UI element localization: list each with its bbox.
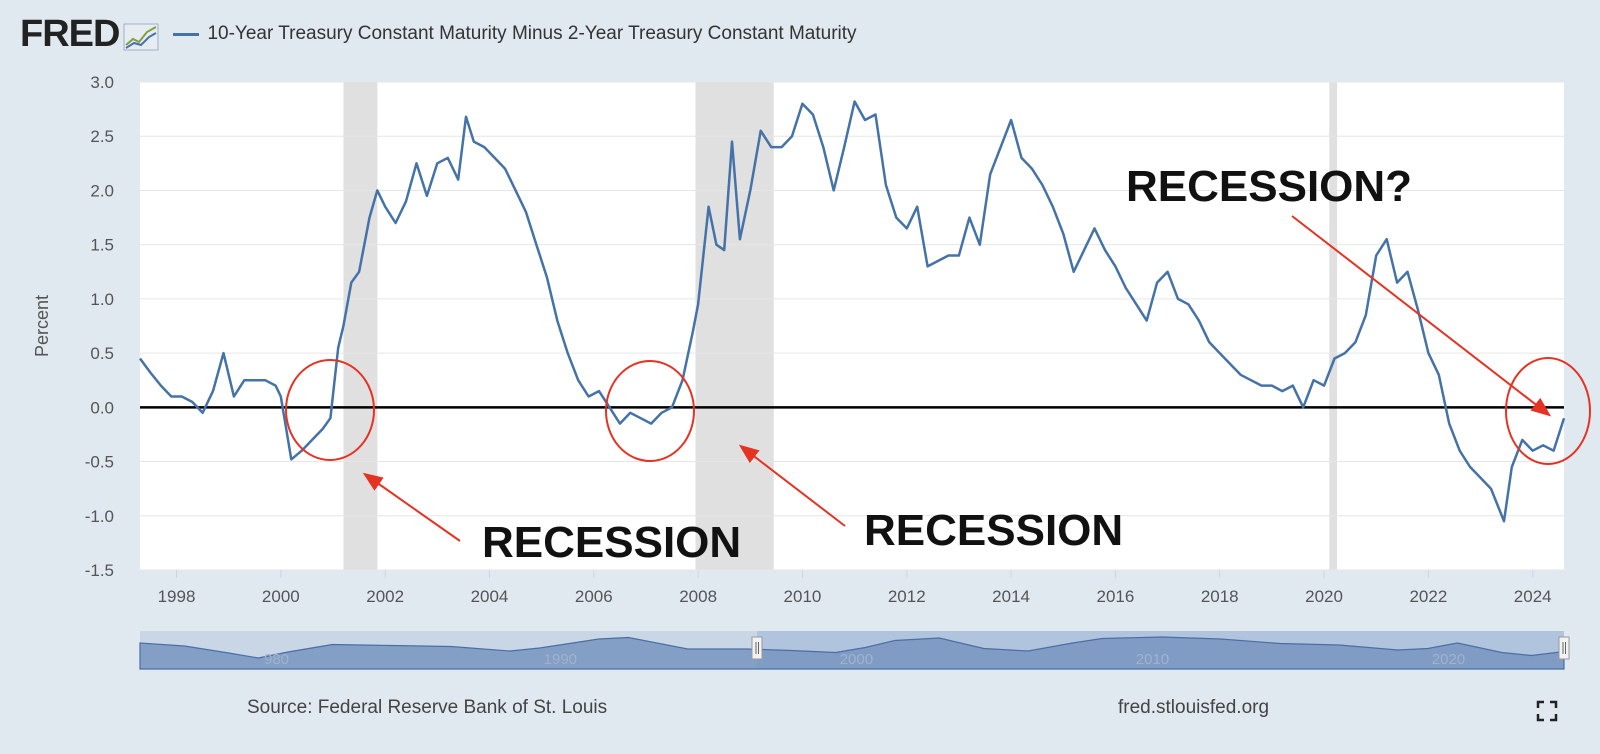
- chart-header: FRED 10-Year Treasury Constant Maturity …: [20, 14, 857, 54]
- y-tick-label: 1.0: [90, 290, 114, 309]
- navigator-year-label: 2000: [840, 651, 873, 668]
- recession-band-1: [695, 82, 774, 570]
- navigator-year-label: 2010: [1136, 651, 1169, 668]
- x-tick-label: 2022: [1409, 587, 1447, 606]
- navigator-year-label: 1990: [544, 651, 577, 668]
- y-tick-label: -1.0: [85, 507, 114, 526]
- annotation-label-recession-2: RECESSION: [864, 506, 1123, 555]
- y-axis-ticks: 3.0 2.5 2.0 1.5 1.0 0.5 0.0 -0.5 -1.0 -1.5: [85, 73, 114, 580]
- navigator-year-label: 980: [264, 651, 289, 668]
- y-tick-label: -0.5: [85, 453, 114, 472]
- y-tick-label: 1.5: [90, 236, 114, 255]
- annotation-label-recession-1: RECESSION: [482, 518, 741, 567]
- x-tick-label: 2002: [366, 587, 404, 606]
- x-tick-label: 2018: [1201, 587, 1239, 606]
- x-tick-label: 2004: [471, 587, 509, 606]
- fred-logo[interactable]: FRED: [20, 13, 120, 55]
- x-tick-label: 2010: [784, 587, 822, 606]
- y-tick-label: 3.0: [90, 73, 114, 92]
- recession-band-2: [1329, 82, 1338, 570]
- legend-series-title[interactable]: 10-Year Treasury Constant Maturity Minus…: [207, 23, 857, 44]
- x-tick-label: 2024: [1514, 587, 1552, 606]
- y-axis-label: Percent: [32, 295, 52, 357]
- y-tick-label: 0.0: [90, 398, 114, 417]
- source-credit: Source: Federal Reserve Bank of St. Loui…: [247, 697, 608, 718]
- x-tick-label: 2020: [1305, 587, 1343, 606]
- annotation-arrow-1: [362, 472, 461, 542]
- y-tick-label: 0.5: [90, 344, 114, 363]
- annotation-arrow-3: [1291, 215, 1552, 417]
- x-tick-label: 2006: [575, 587, 613, 606]
- legend-swatch: [173, 32, 200, 36]
- navigator-left-handle[interactable]: [751, 636, 763, 660]
- x-tick-label: 1998: [158, 587, 196, 606]
- range-navigator[interactable]: 980 1990 2000 2010 2020: [139, 631, 1570, 670]
- x-axis-ticks: 1998 2000 2002 2004 2006 2008 2010 2012 2014 2016…: [158, 570, 1552, 606]
- x-tick-label: 2008: [679, 587, 717, 606]
- y-tick-label: 2.0: [90, 181, 114, 200]
- annotation-circle-2007: [605, 360, 695, 462]
- x-tick-label: 2012: [888, 587, 926, 606]
- x-tick-label: 2014: [992, 587, 1030, 606]
- navigator-series-area: [139, 636, 1565, 670]
- series-line[interactable]: [138, 100, 1566, 523]
- site-url[interactable]: fred.stlouisfed.org: [1118, 697, 1270, 718]
- annotations: RECESSION RECESSION RECESSION?: [285, 162, 1591, 567]
- expand-icon[interactable]: [1536, 700, 1558, 722]
- annotation-label-recession-question: RECESSION?: [1126, 162, 1412, 211]
- x-tick-label: 2016: [1096, 587, 1134, 606]
- navigator-right-handle[interactable]: [1558, 636, 1570, 660]
- annotation-circle-2024: [1505, 357, 1591, 465]
- recession-band-0: [343, 82, 378, 570]
- annotation-circle-2001: [285, 359, 375, 461]
- x-tick-label: 2000: [262, 587, 300, 606]
- y-tick-label: 2.5: [90, 127, 114, 146]
- navigator-year-label: 2020: [1432, 651, 1465, 668]
- fred-logo-chart-icon: [123, 23, 159, 51]
- y-tick-label: -1.5: [85, 561, 114, 580]
- annotation-arrow-2: [738, 444, 846, 527]
- recession-bands: [343, 82, 1338, 570]
- navigator-year-labels: 980 1990 2000 2010 2020: [264, 651, 1465, 668]
